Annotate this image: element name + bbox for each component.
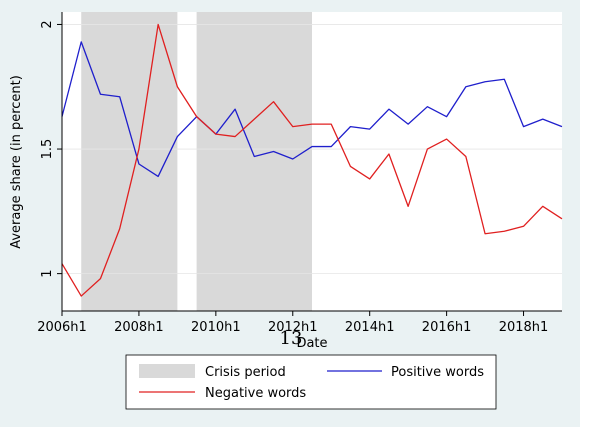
series-layer — [61, 23, 563, 297]
y-tick-label: 1 — [40, 269, 55, 277]
legend-label-crisis: Crisis period — [205, 365, 286, 380]
crisis-shading-layer — [81, 12, 312, 311]
legend-label-positive: Positive words — [391, 365, 484, 380]
x-axis-title: Date — [296, 336, 327, 351]
y-tick-label: 1.5 — [40, 139, 55, 160]
axes-layer: 1 1.5 2 2006h1 2008h1 2010h1 2012h1 2014h1 2016h… — [37, 12, 562, 335]
legend-swatch-crisis — [139, 364, 195, 378]
legend-box — [125, 354, 497, 410]
x-tick-label: 2016h1 — [422, 320, 472, 335]
x-tick-label: 2008h1 — [114, 320, 164, 335]
x-tick-label: 2012h1 — [268, 320, 318, 335]
x-tick-label: 2010h1 — [191, 320, 241, 335]
positive-words-line — [61, 41, 563, 178]
crisis-shade-1 — [81, 12, 178, 311]
x-tick-label: 2018h1 — [499, 320, 549, 335]
grid-layer — [62, 24, 562, 275]
page-number: 13 — [280, 328, 303, 349]
x-tick-label: 2014h1 — [345, 320, 395, 335]
y-axis-title: Average share (in percent) — [9, 75, 24, 249]
negative-words-line — [61, 23, 563, 297]
crisis-shade-2 — [196, 12, 312, 311]
x-tick-label: 2006h1 — [37, 320, 87, 335]
legend: Crisis period Positive words Negative wo… — [125, 354, 497, 410]
legend-label-negative: Negative words — [205, 386, 306, 401]
y-tick-label: 2 — [40, 20, 55, 28]
